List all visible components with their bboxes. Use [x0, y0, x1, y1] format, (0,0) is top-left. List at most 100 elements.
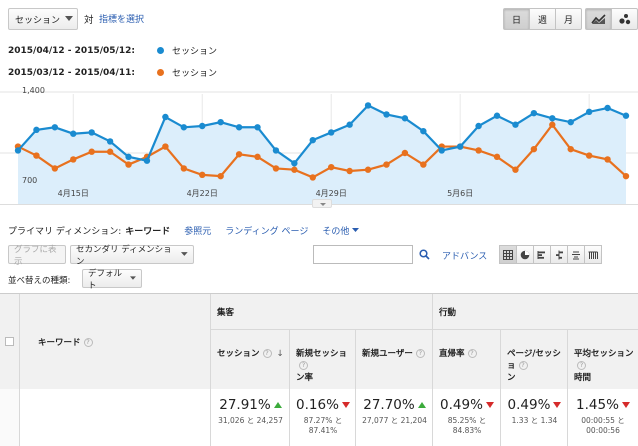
metric-comparison-values: 1.33 と 1.34	[511, 416, 558, 425]
help-icon[interactable]: ?	[518, 361, 528, 370]
comparison-view-icon	[556, 250, 563, 259]
metric-header-cell[interactable]: 直帰率?	[433, 330, 501, 389]
data-point	[309, 174, 316, 181]
comparison-view-button[interactable]	[550, 245, 568, 264]
secondary-dimension-select[interactable]: セカンダリ ディメンション	[70, 245, 194, 267]
data-point	[14, 147, 22, 154]
data-point	[254, 153, 261, 161]
arrow-up-icon	[417, 402, 426, 408]
data-point	[235, 124, 243, 131]
primary-dimension-label: プライマリ ディメンション:	[8, 227, 122, 237]
help-icon[interactable]: ?	[577, 361, 586, 370]
data-point	[199, 122, 206, 130]
data-point	[162, 143, 169, 150]
data-point	[162, 113, 169, 121]
metric-header-label: 直帰率?	[439, 348, 477, 360]
dimension-source-link[interactable]: 参照元	[184, 227, 212, 237]
metric-header-cell[interactable]: 平均セッション? 時間	[568, 330, 638, 389]
data-point	[401, 149, 409, 157]
keyword-header-cell[interactable]: キーワード?	[20, 294, 211, 389]
data-point	[254, 124, 261, 131]
data-point	[604, 156, 611, 163]
performance-view-icon	[537, 250, 545, 259]
metric-header-label: 新規セッショ? ン率	[296, 349, 348, 383]
help-icon[interactable]: ?	[467, 349, 477, 358]
data-point	[475, 147, 482, 154]
metric-value-cell: 0.49% 1.33 と 1.34	[501, 389, 568, 446]
data-point	[51, 165, 59, 172]
x-tick-label: 5月6日	[447, 189, 473, 198]
help-icon[interactable]: ?	[299, 361, 308, 370]
help-icon[interactable]: ?	[262, 349, 272, 358]
help-icon[interactable]: ?	[415, 349, 425, 358]
arrow-down-icon	[621, 402, 630, 408]
select-all-checkbox[interactable]	[5, 337, 14, 346]
data-point	[604, 104, 611, 112]
series-line-previous	[17, 122, 627, 179]
sort-type-select[interactable]: デフォルト	[82, 268, 142, 291]
term-cloud-button[interactable]	[567, 245, 585, 264]
search-button[interactable]	[414, 245, 434, 264]
data-point	[106, 138, 114, 145]
data-point	[328, 163, 335, 171]
data-point	[622, 112, 630, 119]
table-search-input[interactable]	[313, 245, 413, 264]
sort-type-value: デフォルト	[88, 268, 123, 291]
metric-header-cell[interactable]: 新規セッショ? ン率	[290, 330, 356, 389]
dimension-other-link[interactable]: その他	[322, 227, 350, 237]
acquisition-group-label: 集客	[217, 308, 235, 318]
data-point	[291, 160, 298, 167]
metric-change-value: 0.49%	[501, 397, 568, 413]
sort-descending-icon[interactable]: ↓	[276, 349, 284, 359]
chevron-down-icon	[65, 16, 73, 21]
data-point	[70, 130, 77, 137]
data-point	[180, 124, 188, 131]
chevron-down-icon	[181, 252, 188, 256]
data-point	[364, 166, 372, 173]
metric-header-label: 平均セッション? 時間	[574, 349, 634, 383]
chevron-down-icon	[130, 276, 136, 280]
period-month-button[interactable]: 月	[555, 8, 582, 30]
data-point	[383, 111, 390, 118]
pie-view-button[interactable]	[516, 245, 534, 264]
data-point	[328, 129, 335, 136]
choose-metric-link[interactable]: 指標を選択	[99, 15, 145, 25]
data-point	[235, 151, 243, 158]
data-point	[106, 148, 114, 155]
metric-header-cell[interactable]: ページ/セッショ? ン	[501, 330, 568, 389]
metric-select[interactable]: セッション	[8, 8, 78, 30]
metric-header-cell[interactable]: 新規ユーザー?	[356, 330, 433, 389]
metric-header-label: 新規ユーザー?	[362, 348, 425, 360]
collapse-chart-handle[interactable]	[312, 199, 332, 208]
pivot-view-button[interactable]	[584, 245, 602, 264]
series-line-current	[17, 104, 627, 165]
data-point	[585, 108, 593, 116]
metric-change-value: 0.16%	[290, 397, 356, 413]
dimension-keyword-active: キーワード	[125, 227, 171, 237]
data-point	[70, 156, 77, 163]
behavior-group-label: 行動	[439, 308, 457, 318]
metric-header-label: ページ/セッショ? ン	[507, 349, 561, 383]
term-cloud-icon	[572, 250, 580, 260]
data-point	[33, 152, 40, 159]
table-view-icon	[503, 249, 513, 260]
performance-view-button[interactable]	[533, 245, 551, 264]
chart-type-toggle	[585, 8, 638, 30]
pivot-view-icon	[588, 251, 598, 259]
line-chart-button[interactable]	[585, 8, 612, 30]
metric-header-label: セッション? ↓	[217, 349, 284, 359]
dimension-landing-page-link[interactable]: ランディング ページ	[225, 227, 309, 237]
plot-rows-button[interactable]: グラフに表示	[8, 245, 66, 267]
metric-header-cell[interactable]: セッション? ↓	[211, 330, 290, 389]
table-view-button[interactable]	[499, 245, 517, 264]
data-point	[438, 147, 445, 154]
motion-chart-button[interactable]	[611, 8, 638, 30]
header-checkbox-cell	[0, 294, 20, 389]
metric-value-cell: 0.16% 87.27% と 87.41%	[290, 389, 356, 446]
legend-date-range: 2015/04/12 - 2015/05/12:	[8, 45, 135, 56]
period-week-button[interactable]: 週	[529, 8, 556, 30]
advanced-filter-link[interactable]: アドバンス	[442, 252, 488, 262]
x-tick-label: 4月22日	[187, 189, 218, 198]
period-day-button[interactable]: 日	[503, 8, 530, 30]
data-point	[530, 145, 538, 153]
